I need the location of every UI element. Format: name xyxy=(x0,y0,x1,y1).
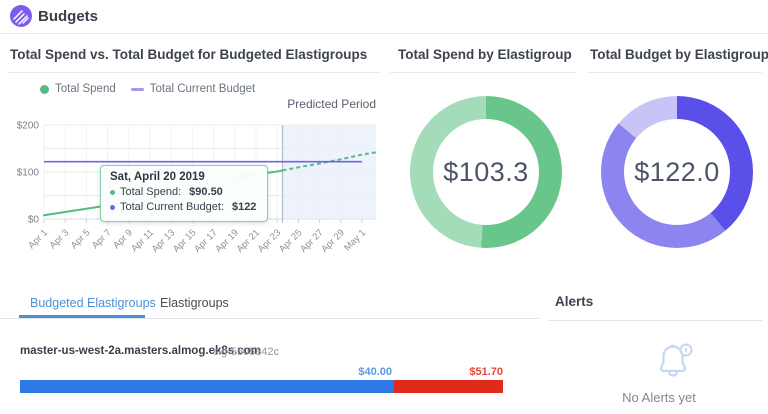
budget-donut-title: Total Budget by Elastigroup xyxy=(590,47,768,62)
legend-total-current-budget: Total Current Budget xyxy=(130,83,256,95)
budget-donut-chart[interactable]: $122.0 xyxy=(601,96,753,248)
divider xyxy=(0,318,540,319)
chart-legend: Total Spend Total Current Budget xyxy=(40,83,255,95)
svg-text:Apr 17: Apr 17 xyxy=(192,227,220,255)
budget-donut-value: $122.0 xyxy=(634,156,720,187)
spend-vs-budget-title: Total Spend vs. Total Budget for Budgete… xyxy=(10,47,368,62)
legend-total-spend: Total Spend xyxy=(40,83,116,95)
tooltip-value: $122 xyxy=(231,201,257,213)
svg-text:$0: $0 xyxy=(28,215,40,226)
spend-progress-bar xyxy=(20,380,503,393)
svg-text:$200: $200 xyxy=(17,121,40,132)
predicted-period-label: Predicted Period xyxy=(287,97,376,111)
svg-text:Apr 27: Apr 27 xyxy=(298,227,326,255)
tooltip-budget-row: Total Current Budget: $122 xyxy=(110,200,258,215)
budget-bar-segment xyxy=(20,380,394,393)
tooltip-label: Total Current Budget: xyxy=(120,201,224,213)
tab-budgeted-elastigroups[interactable]: Budgeted Elastigroups xyxy=(30,296,156,310)
alerts-title: Alerts xyxy=(555,294,594,309)
tooltip-value: $90.50 xyxy=(189,186,223,198)
top-bar: Budgets xyxy=(0,0,768,34)
svg-text:May 1: May 1 xyxy=(342,227,368,253)
tooltip-spend-row: Total Spend: $90.50 xyxy=(110,185,258,200)
tooltip-date: Sat, April 20 2019 xyxy=(110,171,205,183)
page-title: Budgets xyxy=(38,8,98,25)
svg-text:Apr 15: Apr 15 xyxy=(171,227,199,255)
divider xyxy=(548,320,762,321)
svg-text:Apr 5: Apr 5 xyxy=(69,227,93,251)
elastigroup-sig: sig-5505342c xyxy=(213,346,280,358)
svg-text:Apr 29: Apr 29 xyxy=(319,227,347,255)
tab-elastigroups[interactable]: Elastigroups xyxy=(160,296,229,310)
svg-text:Apr 7: Apr 7 xyxy=(90,227,114,251)
purple-dash-icon xyxy=(130,87,144,91)
donut-hole: $103.3 xyxy=(433,119,539,225)
spotinst-logo-icon xyxy=(10,5,32,27)
legend-label: Total Current Budget xyxy=(149,83,256,95)
overspend-bar-segment xyxy=(393,380,503,393)
no-alerts-text: No Alerts yet xyxy=(622,390,696,405)
bell-icon xyxy=(648,338,700,384)
green-dot-icon xyxy=(40,84,49,94)
svg-text:Apr 25: Apr 25 xyxy=(277,227,305,255)
chart-tooltip: Sat, April 20 2019 Total Spend: $90.50 T… xyxy=(100,165,268,222)
svg-text:Apr 3: Apr 3 xyxy=(47,227,71,251)
spend-donut-chart[interactable]: $103.3 xyxy=(410,96,562,248)
purple-bullet-icon xyxy=(110,205,115,210)
divider xyxy=(588,72,762,73)
divider xyxy=(8,72,380,73)
spend-donut-value: $103.3 xyxy=(443,156,529,187)
tooltip-label: Total Spend: xyxy=(120,186,182,198)
active-tab-underline xyxy=(19,315,145,318)
spend-donut-title: Total Spend by Elastigroup xyxy=(398,47,572,62)
svg-text:$100: $100 xyxy=(17,168,40,179)
green-bullet-icon xyxy=(110,190,115,195)
donut-hole: $122.0 xyxy=(624,119,730,225)
svg-text:Apr 1: Apr 1 xyxy=(26,227,50,251)
elastigroup-name[interactable]: master-us-west-2a.masters.almog.ek8s.com xyxy=(20,345,261,357)
spend-amount-label: $51.70 xyxy=(469,366,503,378)
svg-text:Apr 19: Apr 19 xyxy=(213,227,241,255)
divider xyxy=(390,72,577,73)
budget-amount-label: $40.00 xyxy=(358,366,392,378)
legend-label: Total Spend xyxy=(55,83,116,95)
